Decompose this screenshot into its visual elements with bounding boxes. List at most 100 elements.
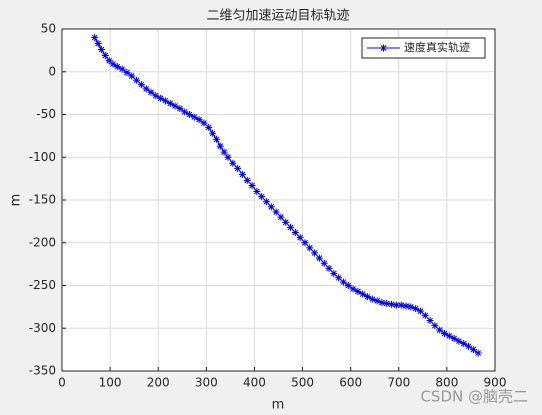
- marker: [450, 335, 458, 343]
- marker: [272, 208, 280, 216]
- x-tick-label: 600: [339, 376, 362, 390]
- marker: [195, 116, 203, 124]
- marker: [436, 326, 444, 334]
- marker: [412, 305, 420, 313]
- y-tick-label: -250: [29, 278, 56, 292]
- marker: [325, 264, 333, 272]
- x-axis-label: m: [272, 398, 285, 413]
- marker: [152, 92, 160, 100]
- marker: [440, 329, 448, 337]
- legend-box: [361, 37, 486, 59]
- y-tick-label: -300: [29, 321, 56, 335]
- marker: [243, 176, 251, 184]
- chart-title: 二维匀加速运动目标轨迹: [206, 9, 349, 24]
- marker: [229, 159, 237, 167]
- marker: [339, 278, 347, 286]
- marker: [426, 317, 434, 325]
- marker: [368, 295, 376, 303]
- marker: [238, 170, 246, 178]
- marker: [388, 300, 396, 308]
- marker: [181, 108, 189, 116]
- marker: [137, 81, 145, 89]
- marker: [445, 332, 453, 340]
- y-axis-label: m: [9, 194, 24, 207]
- marker: [185, 111, 193, 118]
- marker: [161, 97, 169, 105]
- marker: [277, 213, 285, 221]
- legend: 速度真实轨迹: [361, 37, 486, 59]
- marker: [474, 349, 482, 357]
- marker: [94, 40, 102, 48]
- marker: [166, 99, 174, 107]
- marker: [97, 46, 105, 54]
- y-tick-label: -100: [29, 150, 56, 164]
- marker: [105, 57, 113, 65]
- legend-label: 速度真实轨迹: [404, 40, 470, 54]
- y-tick-label: -50: [36, 107, 56, 121]
- marker: [123, 69, 131, 77]
- marker: [397, 301, 405, 309]
- x-tick-label: 300: [195, 376, 218, 390]
- marker: [147, 88, 155, 96]
- marker: [109, 60, 117, 68]
- marker: [262, 198, 270, 206]
- marker: [320, 259, 328, 267]
- x-tick-label: 400: [243, 376, 266, 390]
- marker: [113, 63, 121, 71]
- marker: [209, 129, 217, 137]
- marker: [133, 76, 141, 84]
- x-tick-label: 0: [58, 376, 66, 390]
- marker: [460, 340, 468, 348]
- marker: [157, 94, 165, 102]
- x-tick-label: 900: [484, 376, 507, 390]
- marker: [267, 203, 275, 211]
- marker: [407, 303, 415, 311]
- marker: [296, 234, 304, 242]
- marker: [253, 187, 261, 195]
- marker: [402, 302, 410, 310]
- marker: [373, 297, 381, 305]
- marker: [258, 193, 266, 201]
- x-tick-label: 200: [147, 376, 170, 390]
- marker: [383, 299, 391, 307]
- marker: [335, 274, 343, 282]
- marker: [469, 346, 477, 354]
- marker: [190, 113, 198, 121]
- plot-border: [61, 28, 496, 372]
- marker: [416, 307, 424, 315]
- marker: [171, 102, 179, 110]
- marker: [205, 123, 213, 131]
- x-tick-label: 700: [387, 376, 410, 390]
- marker: [118, 65, 126, 73]
- marker: [142, 85, 150, 93]
- marker: [392, 301, 400, 309]
- y-tick-label: 0: [48, 64, 56, 78]
- marker: [311, 249, 319, 257]
- marker: [330, 270, 338, 278]
- marker: [224, 153, 232, 161]
- marker: [315, 254, 323, 262]
- marker: [128, 72, 136, 80]
- marker: [349, 285, 357, 293]
- watermark: CSDN @脑壳二: [420, 388, 528, 406]
- marker: [354, 287, 362, 295]
- x-tick-label: 100: [99, 376, 122, 390]
- marker: [431, 322, 439, 330]
- y-tick-label: -200: [29, 235, 56, 249]
- y-tick-label: 50: [41, 22, 56, 36]
- marker: [378, 299, 386, 307]
- marker: [306, 244, 314, 252]
- y-tick-label: -350: [29, 364, 56, 378]
- marker: [344, 282, 352, 289]
- marker: [220, 148, 228, 156]
- marker: [359, 290, 367, 298]
- marker: [421, 311, 429, 319]
- x-tick-label: 800: [435, 376, 458, 390]
- marker: [212, 135, 220, 143]
- marker: [465, 342, 473, 350]
- marker: [248, 181, 256, 189]
- marker: [291, 228, 299, 236]
- marker: [455, 337, 463, 345]
- marker: [364, 293, 372, 301]
- y-tick-label: -150: [29, 193, 56, 207]
